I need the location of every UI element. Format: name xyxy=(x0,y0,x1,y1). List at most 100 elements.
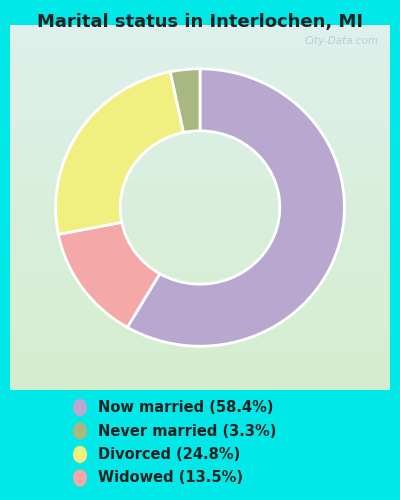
Bar xyxy=(10,178,390,180)
Bar xyxy=(10,215,390,216)
Bar xyxy=(10,96,390,98)
Bar xyxy=(10,189,390,191)
Bar xyxy=(10,118,390,120)
Bar xyxy=(10,196,390,198)
Wedge shape xyxy=(56,72,184,234)
Bar xyxy=(10,238,390,240)
Bar xyxy=(10,284,390,286)
Bar xyxy=(10,226,390,228)
Bar xyxy=(10,210,390,211)
Bar xyxy=(10,342,390,344)
Bar xyxy=(10,64,390,65)
Bar xyxy=(10,350,390,352)
Bar xyxy=(10,298,390,300)
Text: City-Data.com: City-Data.com xyxy=(304,36,378,46)
Bar xyxy=(10,242,390,244)
Bar xyxy=(10,348,390,350)
Bar xyxy=(10,332,390,334)
Bar xyxy=(10,48,390,50)
Bar xyxy=(10,182,390,184)
Text: Marital status in Interlochen, MI: Marital status in Interlochen, MI xyxy=(37,12,363,30)
Bar xyxy=(10,70,390,72)
Bar xyxy=(10,85,390,87)
Bar xyxy=(10,186,390,188)
Bar xyxy=(10,92,390,94)
Bar xyxy=(10,206,390,208)
Bar xyxy=(10,312,390,314)
Bar xyxy=(10,224,390,226)
Bar xyxy=(10,176,390,178)
Bar xyxy=(10,198,390,200)
Bar xyxy=(10,366,390,368)
Bar xyxy=(10,324,390,326)
Bar xyxy=(10,260,390,262)
Bar xyxy=(10,322,390,324)
Bar xyxy=(10,60,390,62)
Bar xyxy=(10,28,390,30)
Bar xyxy=(10,314,390,315)
Bar xyxy=(10,346,390,348)
Bar xyxy=(10,213,390,215)
Bar xyxy=(10,208,390,210)
Bar xyxy=(10,72,390,74)
Bar xyxy=(10,158,390,160)
Bar xyxy=(10,27,390,28)
Bar xyxy=(10,149,390,151)
Bar xyxy=(10,151,390,153)
Bar xyxy=(10,120,390,122)
Bar xyxy=(10,211,390,213)
Bar xyxy=(10,144,390,146)
Bar xyxy=(10,344,390,346)
Bar xyxy=(10,106,390,107)
Bar xyxy=(10,114,390,116)
Bar xyxy=(10,122,390,124)
Bar xyxy=(10,204,390,206)
Bar xyxy=(10,290,390,292)
Bar xyxy=(10,82,390,84)
Bar xyxy=(10,174,390,176)
Bar xyxy=(10,233,390,235)
Bar xyxy=(10,94,390,96)
Bar xyxy=(10,132,390,134)
Bar xyxy=(10,326,390,328)
Bar xyxy=(10,255,390,257)
Text: Now married (58.4%): Now married (58.4%) xyxy=(98,400,274,415)
Bar xyxy=(10,134,390,136)
Bar xyxy=(10,102,390,103)
Wedge shape xyxy=(170,69,200,132)
Bar xyxy=(10,138,390,140)
Bar xyxy=(10,275,390,277)
Bar xyxy=(10,386,390,388)
Bar xyxy=(10,240,390,242)
Bar xyxy=(10,339,390,340)
Bar xyxy=(10,297,390,298)
Bar xyxy=(10,42,390,43)
Bar xyxy=(10,124,390,126)
Text: Divorced (24.8%): Divorced (24.8%) xyxy=(98,447,240,462)
Bar xyxy=(10,38,390,40)
Bar xyxy=(10,252,390,253)
Bar xyxy=(10,32,390,34)
Bar xyxy=(10,294,390,295)
Bar xyxy=(10,364,390,366)
Bar xyxy=(10,356,390,357)
Bar xyxy=(10,98,390,100)
Bar xyxy=(10,191,390,193)
Bar xyxy=(10,142,390,144)
Bar xyxy=(10,216,390,218)
Bar xyxy=(10,236,390,238)
Bar xyxy=(10,337,390,339)
Bar xyxy=(10,340,390,342)
Bar xyxy=(10,184,390,186)
Bar xyxy=(10,164,390,166)
Bar xyxy=(10,354,390,356)
Bar xyxy=(10,69,390,70)
Bar xyxy=(10,300,390,302)
Bar xyxy=(10,153,390,154)
Bar xyxy=(10,58,390,59)
Bar xyxy=(10,166,390,168)
Bar xyxy=(10,278,390,280)
Bar xyxy=(10,154,390,156)
Bar xyxy=(10,62,390,64)
Bar xyxy=(10,264,390,266)
